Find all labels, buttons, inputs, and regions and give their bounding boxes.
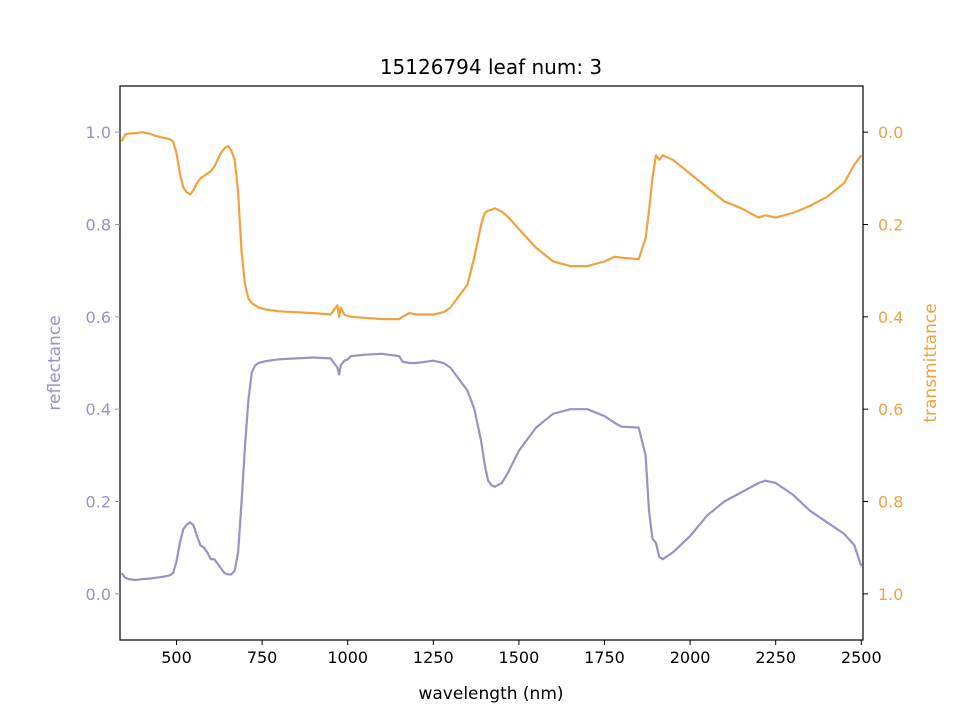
y-tick-label: 0.0 — [86, 585, 111, 604]
y-tick-label: 0.8 — [86, 216, 111, 235]
y-tick-label: 0.2 — [86, 493, 111, 512]
x-tick-label: 750 — [247, 648, 278, 667]
y-axis-title: reflectance — [45, 315, 65, 410]
y-tick-label: 0.4 — [86, 400, 111, 419]
x-tick-label: 2250 — [755, 648, 796, 667]
y2-tick-label: 0.4 — [878, 308, 903, 327]
x-tick-label: 1000 — [327, 648, 368, 667]
y2-tick-label: 1.0 — [878, 585, 903, 604]
x-tick-label: 1750 — [584, 648, 625, 667]
x-axis: 500 750 1000 1250 1500 1750 2000 2250 2500 — [161, 640, 882, 667]
transmittance-line — [120, 131, 863, 321]
plot-area — [120, 131, 863, 582]
y-tick-label: 1.0 — [86, 123, 111, 142]
x-tick-label: 500 — [161, 648, 192, 667]
x-tick-label: 2000 — [670, 648, 711, 667]
y-axis-right: 0.0 0.2 0.4 0.6 0.8 1.0 — [863, 123, 903, 604]
y2-tick-label: 0.6 — [878, 400, 903, 419]
chart-title: 15126794 leaf num: 3 — [380, 55, 602, 79]
x-tick-label: 2500 — [841, 648, 882, 667]
y2-tick-label: 0.0 — [878, 123, 903, 142]
x-axis-title: wavelength (nm) — [418, 684, 563, 704]
y2-axis-title: transmittance — [921, 303, 941, 422]
y-axis-left: 0.0 0.2 0.4 0.6 0.8 1.0 — [86, 123, 120, 604]
y2-tick-label: 0.8 — [878, 493, 903, 512]
plot-frame — [119, 85, 864, 641]
y2-tick-label: 0.2 — [878, 216, 903, 235]
y-tick-label: 0.6 — [86, 308, 111, 327]
reflectance-line — [120, 352, 863, 582]
x-tick-label: 1500 — [499, 648, 540, 667]
x-tick-label: 1250 — [413, 648, 454, 667]
